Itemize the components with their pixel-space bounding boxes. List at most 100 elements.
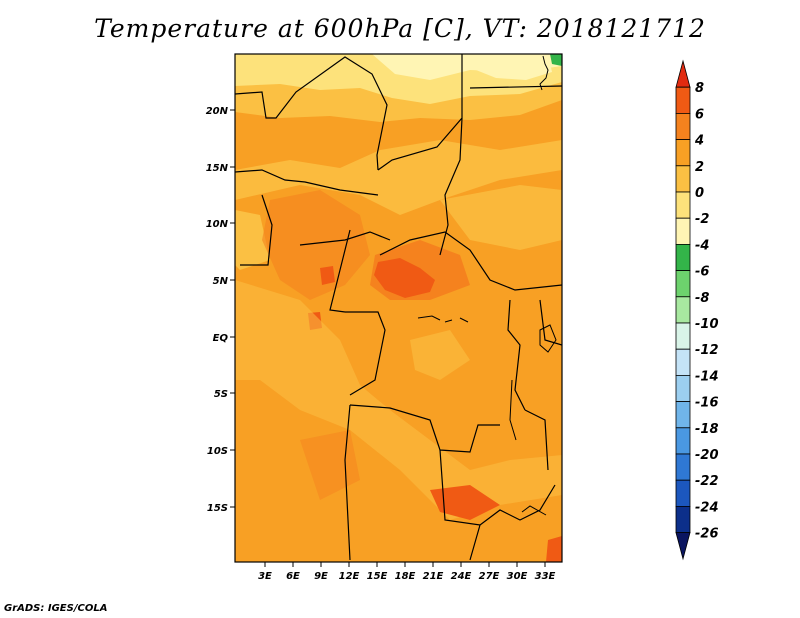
lon-label: 30E — [507, 571, 528, 582]
colorbar-swatch — [675, 532, 691, 561]
border-angola-west — [344, 404, 351, 561]
lat-label: 20N — [206, 106, 229, 117]
field-coldest-north — [472, 54, 552, 80]
lon-label: 15E — [367, 571, 388, 582]
colorbar-label: 2 — [695, 160, 704, 175]
border-tanzania — [524, 409, 549, 471]
field-green-corner — [550, 54, 562, 66]
field-mild-east — [440, 185, 562, 250]
colorbar-label: -26 — [695, 527, 719, 542]
field-mild-south — [235, 280, 562, 520]
colorbar-label: 8 — [695, 81, 704, 96]
border-zambia — [439, 449, 556, 526]
lake-victoria — [539, 324, 557, 353]
colorbar-swatch — [675, 348, 691, 376]
colorbar-swatch — [675, 427, 691, 455]
colorbar-label: -24 — [695, 500, 719, 515]
colorbar-label: -10 — [695, 317, 719, 332]
field-hot-south — [430, 485, 500, 520]
colorbar-swatch — [675, 270, 691, 298]
red-sea-coast — [539, 55, 549, 91]
lon-label: 33E — [535, 571, 556, 582]
footer-credit: GrADS: IGES/COLA — [4, 603, 108, 614]
lon-label: 27E — [479, 571, 500, 582]
colorbar-label: -14 — [695, 369, 719, 384]
border-benin — [240, 194, 273, 266]
border-car — [379, 231, 562, 291]
colorbar-label: 4 — [694, 134, 704, 149]
lat-label: 5N — [213, 276, 229, 287]
country-borders — [235, 54, 562, 561]
colorbar-swatch — [675, 191, 691, 219]
border-north-1 — [235, 56, 388, 171]
border-sudan-west — [439, 117, 463, 256]
colorbar-label: -12 — [695, 343, 719, 358]
field-hot-se-corner — [546, 536, 562, 562]
colorbar-swatch — [675, 139, 691, 167]
colorbar-swatch — [675, 453, 691, 481]
lake-segments — [417, 315, 469, 323]
lat-label: 15S — [207, 503, 228, 514]
lon-label: 24E — [451, 571, 472, 582]
lon-label: 3E — [258, 571, 272, 582]
lat-label: 10S — [207, 446, 228, 457]
border-cameroon-north — [299, 231, 391, 246]
colorbar-swatch — [675, 374, 691, 402]
colorbar-label: 0 — [695, 186, 704, 201]
colorbar-swatch — [675, 59, 691, 88]
colorbar-label: -22 — [695, 474, 719, 489]
colorbar: 8 6 4 2 0 -2 -4 -6 -8 -10 -12 -14 -16 -18 -20 -22 -24 -26 — [675, 59, 719, 561]
border-egypt — [469, 85, 562, 89]
colorbar-swatch — [675, 505, 691, 533]
colorbar-swatch — [675, 322, 691, 350]
colorbar-swatch — [675, 401, 691, 429]
colorbar-swatch — [675, 217, 691, 245]
lon-label: 6E — [286, 571, 300, 582]
temperature-field — [235, 54, 562, 562]
field-hot-central — [374, 258, 435, 298]
lat-label: 10N — [206, 219, 229, 230]
colorbar-swatch — [675, 86, 691, 114]
colorbar-label: -6 — [695, 265, 709, 280]
field-warm-angola — [300, 430, 360, 500]
colorbar-label: -2 — [695, 212, 709, 227]
chart-title: Temperature at 600hPa [C], VT: 201812171… — [94, 14, 706, 43]
border-cameroon-east — [329, 229, 351, 313]
lake-kariba — [521, 505, 547, 516]
colorbar-swatch — [675, 296, 691, 324]
lat-axis: 20N 15N 10N 5N EQ 5S 10S 15S — [206, 106, 235, 514]
colorbar-swatch — [675, 165, 691, 193]
colorbar-label: -4 — [695, 238, 709, 253]
lon-label: 9E — [314, 571, 328, 582]
lakes — [417, 55, 557, 516]
field-mild-sahel — [235, 140, 562, 215]
lat-label: EQ — [213, 333, 229, 344]
border-congo — [345, 311, 386, 396]
colorbar-label: -20 — [695, 448, 719, 463]
colorbar-label: -16 — [695, 396, 719, 411]
field-mild-congo — [410, 330, 470, 380]
lat-label: 5S — [214, 389, 228, 400]
border-north-2 — [377, 54, 463, 171]
colorbar-label: -8 — [695, 291, 709, 306]
border-kenya — [539, 299, 562, 346]
border-sahel-west — [235, 169, 379, 196]
lake-tanganyika — [509, 379, 517, 441]
lon-label: 18E — [395, 571, 416, 582]
colorbar-label: 6 — [695, 107, 704, 122]
border-bots — [469, 524, 481, 561]
map-frame — [234, 53, 563, 563]
border-east — [507, 299, 526, 411]
lon-label: 21E — [423, 571, 444, 582]
colorbar-swatch — [675, 243, 691, 271]
colorbar-swatch — [675, 113, 691, 141]
lat-label: 15N — [206, 163, 229, 174]
lon-axis: 3E 6E 9E 12E 15E 18E 21E 24E 27E 30E 33E — [258, 562, 556, 582]
field-hot-cameroon — [320, 266, 335, 285]
field-mild-west — [235, 210, 270, 270]
colorbar-swatch — [675, 479, 691, 507]
field-warm-west — [262, 190, 370, 300]
lon-label: 12E — [339, 571, 360, 582]
colorbar-label: -18 — [695, 422, 719, 437]
